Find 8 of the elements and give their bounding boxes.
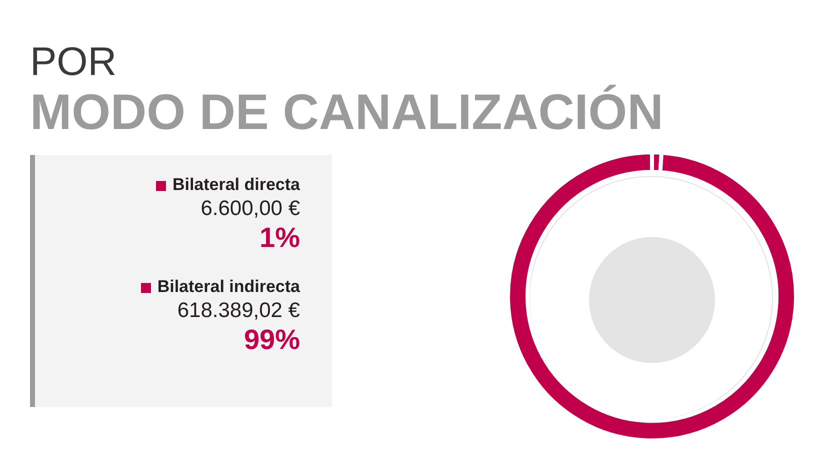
data-label: 618.389,02 € [176,299,300,323]
chart-subtitle: MODO DE CANALIZACIÓN [30,84,664,140]
chart-title: POR [30,40,117,84]
legend-label: Bilateral indirecta [157,277,300,296]
text: 1% [258,221,300,255]
text: 99% [242,323,300,357]
legend-label: Bilateral directa [172,175,300,194]
data-label: 6.600,00 € [200,197,300,221]
